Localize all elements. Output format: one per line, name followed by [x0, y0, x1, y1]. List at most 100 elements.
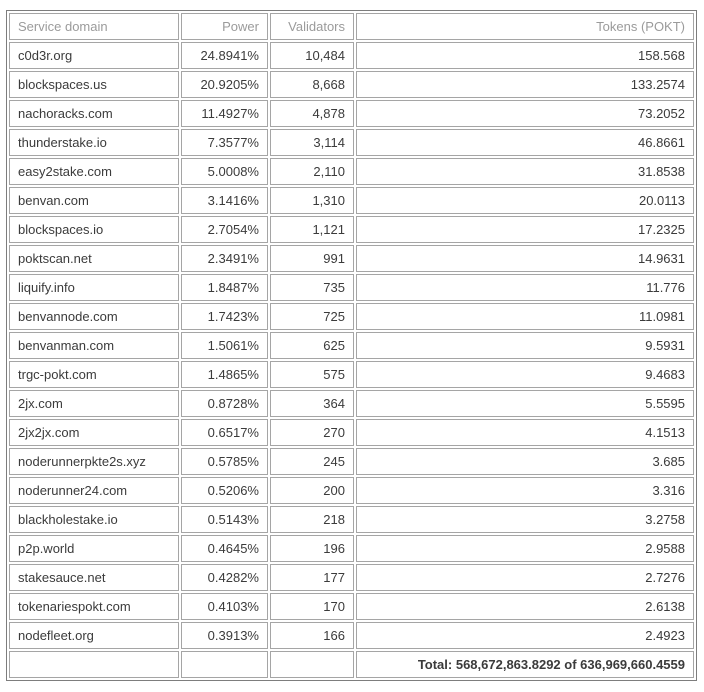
- cell-power: 20.9205%: [181, 71, 268, 98]
- cell-power: 0.4103%: [181, 593, 268, 620]
- cell-power: 0.5143%: [181, 506, 268, 533]
- cell-power: 0.3913%: [181, 622, 268, 649]
- cell-service-domain: benvannode.com: [9, 303, 179, 330]
- cell-service-domain: liquify.info: [9, 274, 179, 301]
- cell-service-domain: 2jx.com: [9, 390, 179, 417]
- cell-power: 3.1416%: [181, 187, 268, 214]
- cell-power: 2.7054%: [181, 216, 268, 243]
- table-footer: Total: 568,672,863.8292 of 636,969,660.4…: [9, 651, 694, 678]
- cell-power: 0.5206%: [181, 477, 268, 504]
- cell-validators: 725: [270, 303, 354, 330]
- cell-service-domain: noderunner24.com: [9, 477, 179, 504]
- cell-service-domain: benvanman.com: [9, 332, 179, 359]
- cell-tokens: 20.0113: [356, 187, 694, 214]
- cell-tokens: 133.2574: [356, 71, 694, 98]
- cell-service-domain: poktscan.net: [9, 245, 179, 272]
- cell-service-domain: p2p.world: [9, 535, 179, 562]
- cell-power: 11.4927%: [181, 100, 268, 127]
- cell-tokens: 2.6138: [356, 593, 694, 620]
- cell-tokens: 17.2325: [356, 216, 694, 243]
- cell-power: 0.5785%: [181, 448, 268, 475]
- cell-service-domain: c0d3r.org: [9, 42, 179, 69]
- cell-power: 0.6517%: [181, 419, 268, 446]
- cell-validators: 218: [270, 506, 354, 533]
- table-row: noderunner24.com 0.5206% 200 3.316: [9, 477, 694, 504]
- cell-tokens: 2.4923: [356, 622, 694, 649]
- cell-validators: 735: [270, 274, 354, 301]
- total-row: Total: 568,672,863.8292 of 636,969,660.4…: [9, 651, 694, 678]
- cell-power: 0.4645%: [181, 535, 268, 562]
- cell-service-domain: thunderstake.io: [9, 129, 179, 156]
- table-row: benvanman.com 1.5061% 625 9.5931: [9, 332, 694, 359]
- table-row: poktscan.net 2.3491% 991 14.9631: [9, 245, 694, 272]
- table-row: stakesauce.net 0.4282% 177 2.7276: [9, 564, 694, 591]
- table-row: 2jx2jx.com 0.6517% 270 4.1513: [9, 419, 694, 446]
- cell-service-domain: nachoracks.com: [9, 100, 179, 127]
- cell-tokens: 9.5931: [356, 332, 694, 359]
- cell-tokens: 5.5595: [356, 390, 694, 417]
- cell-power: 1.7423%: [181, 303, 268, 330]
- table-header: Service domain Power Validators Tokens (…: [9, 13, 694, 40]
- cell-power: 1.4865%: [181, 361, 268, 388]
- cell-tokens: 2.7276: [356, 564, 694, 591]
- col-header-tokens: Tokens (POKT): [356, 13, 694, 40]
- cell-tokens: 9.4683: [356, 361, 694, 388]
- col-header-power: Power: [181, 13, 268, 40]
- col-header-service-domain: Service domain: [9, 13, 179, 40]
- table-row: liquify.info 1.8487% 735 11.776: [9, 274, 694, 301]
- cell-empty: [181, 651, 268, 678]
- cell-tokens: 14.9631: [356, 245, 694, 272]
- cell-tokens: 4.1513: [356, 419, 694, 446]
- page: Service domain Power Validators Tokens (…: [0, 10, 704, 692]
- validators-table: Service domain Power Validators Tokens (…: [6, 10, 697, 681]
- cell-validators: 10,484: [270, 42, 354, 69]
- table-row: nodefleet.org 0.3913% 166 2.4923: [9, 622, 694, 649]
- table-row: benvan.com 3.1416% 1,310 20.0113: [9, 187, 694, 214]
- table-row: blockspaces.us 20.9205% 8,668 133.2574: [9, 71, 694, 98]
- cell-validators: 575: [270, 361, 354, 388]
- cell-power: 2.3491%: [181, 245, 268, 272]
- table-row: benvannode.com 1.7423% 725 11.0981: [9, 303, 694, 330]
- col-header-validators: Validators: [270, 13, 354, 40]
- cell-service-domain: trgc-pokt.com: [9, 361, 179, 388]
- cell-validators: 1,121: [270, 216, 354, 243]
- table-row: blackholestake.io 0.5143% 218 3.2758: [9, 506, 694, 533]
- cell-service-domain: noderunnerpkte2s.xyz: [9, 448, 179, 475]
- cell-service-domain: nodefleet.org: [9, 622, 179, 649]
- table-row: easy2stake.com 5.0008% 2,110 31.8538: [9, 158, 694, 185]
- table-body: c0d3r.org 24.8941% 10,484 158.568 blockspace…: [9, 42, 694, 649]
- cell-validators: 8,668: [270, 71, 354, 98]
- cell-service-domain: blockspaces.us: [9, 71, 179, 98]
- cell-validators: 177: [270, 564, 354, 591]
- cell-validators: 245: [270, 448, 354, 475]
- cell-tokens: 158.568: [356, 42, 694, 69]
- cell-tokens: 11.776: [356, 274, 694, 301]
- table-row: noderunnerpkte2s.xyz 0.5785% 245 3.685: [9, 448, 694, 475]
- cell-service-domain: easy2stake.com: [9, 158, 179, 185]
- cell-service-domain: blackholestake.io: [9, 506, 179, 533]
- cell-service-domain: benvan.com: [9, 187, 179, 214]
- cell-validators: 4,878: [270, 100, 354, 127]
- cell-service-domain: tokenariespokt.com: [9, 593, 179, 620]
- table-row: 2jx.com 0.8728% 364 5.5595: [9, 390, 694, 417]
- cell-tokens: 2.9588: [356, 535, 694, 562]
- cell-power: 1.8487%: [181, 274, 268, 301]
- cell-power: 5.0008%: [181, 158, 268, 185]
- table-row: nachoracks.com 11.4927% 4,878 73.2052: [9, 100, 694, 127]
- table-row: blockspaces.io 2.7054% 1,121 17.2325: [9, 216, 694, 243]
- cell-service-domain: stakesauce.net: [9, 564, 179, 591]
- table-row: tokenariespokt.com 0.4103% 170 2.6138: [9, 593, 694, 620]
- table-row: p2p.world 0.4645% 196 2.9588: [9, 535, 694, 562]
- cell-power: 0.8728%: [181, 390, 268, 417]
- cell-empty: [9, 651, 179, 678]
- cell-tokens: 31.8538: [356, 158, 694, 185]
- total-value: Total: 568,672,863.8292 of 636,969,660.4…: [356, 651, 694, 678]
- cell-validators: 2,110: [270, 158, 354, 185]
- cell-tokens: 3.316: [356, 477, 694, 504]
- cell-validators: 200: [270, 477, 354, 504]
- cell-service-domain: 2jx2jx.com: [9, 419, 179, 446]
- table-row: trgc-pokt.com 1.4865% 575 9.4683: [9, 361, 694, 388]
- cell-power: 0.4282%: [181, 564, 268, 591]
- cell-validators: 1,310: [270, 187, 354, 214]
- cell-validators: 991: [270, 245, 354, 272]
